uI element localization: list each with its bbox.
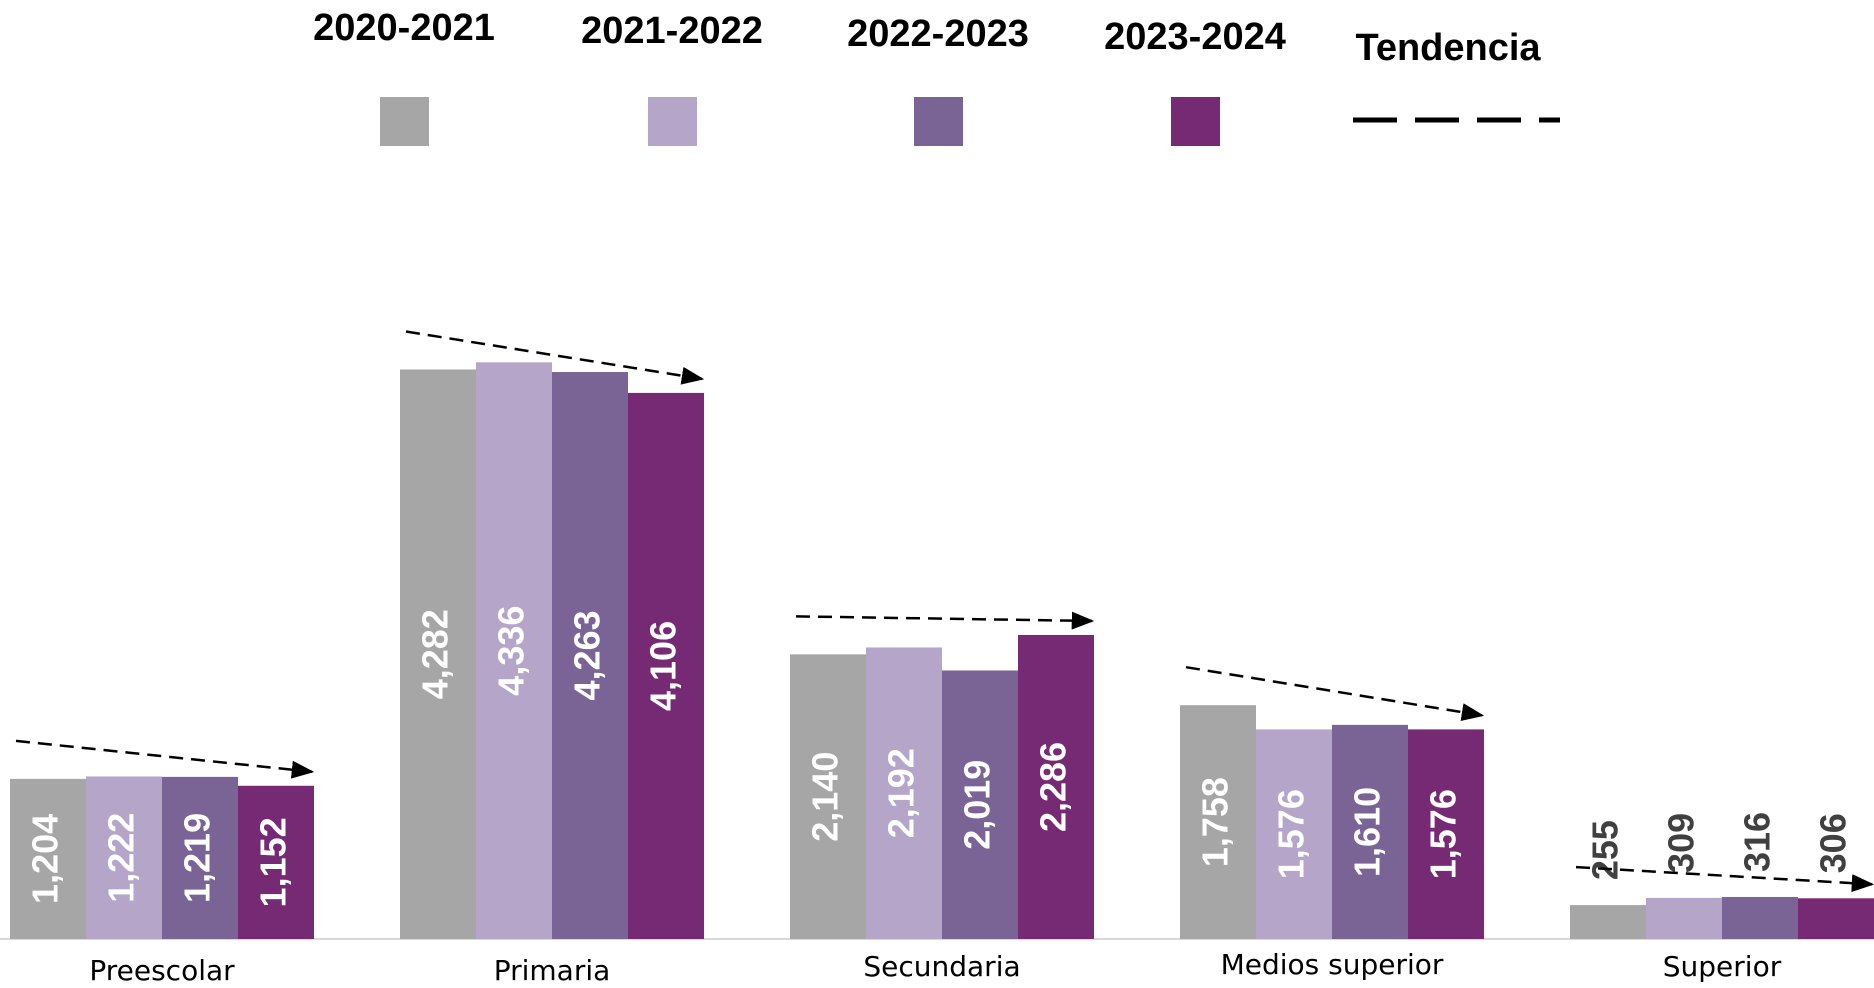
legend-swatch [914, 97, 963, 146]
bar [10, 778, 86, 939]
trend-arrow [15, 739, 315, 779]
legend-swatch [1171, 97, 1220, 146]
data-label: 4,106 [643, 621, 684, 711]
data-label: 1,576 [1423, 789, 1464, 879]
data-label: 316 [1737, 812, 1778, 872]
bar [1018, 634, 1094, 939]
legend-label: 2022-2023 [847, 13, 1029, 55]
bar [552, 372, 628, 939]
data-label: 306 [1813, 813, 1854, 873]
data-label: 2,192 [881, 748, 922, 838]
bar [400, 369, 476, 939]
bar [1408, 729, 1484, 939]
trend-arrow [795, 611, 1095, 630]
legend-swatch [380, 97, 429, 146]
data-label: 1,576 [1271, 789, 1312, 879]
trend-arrow [1575, 865, 1874, 893]
data-label: 1,152 [253, 817, 294, 907]
bar [1722, 896, 1798, 939]
data-label: 4,336 [491, 606, 532, 696]
bar [942, 670, 1018, 939]
bar [866, 647, 942, 939]
legend-swatch [648, 97, 697, 146]
bar [1570, 905, 1646, 939]
data-label: 255 [1585, 820, 1626, 880]
bar [790, 654, 866, 939]
bar [238, 785, 314, 939]
legend-label: 2023-2024 [1104, 16, 1286, 58]
x-tick-label: Secundaria [863, 950, 1020, 983]
data-label: 1,758 [1195, 777, 1236, 867]
data-label: 1,222 [101, 813, 142, 903]
legend-label: 2020-2021 [313, 7, 495, 49]
bar [1180, 705, 1256, 939]
bar [628, 392, 704, 940]
bar [86, 776, 162, 939]
x-tick-label: Medios superior [1221, 948, 1444, 981]
data-label: 4,282 [415, 609, 456, 699]
data-label: 1,204 [25, 814, 66, 904]
data-label: 2,019 [957, 760, 998, 850]
data-label: 1,610 [1347, 787, 1388, 877]
bar [162, 776, 238, 939]
data-label: 1,219 [177, 813, 218, 903]
bar [1798, 898, 1874, 939]
legend-label: 2021-2022 [581, 10, 763, 52]
data-label: 2,140 [805, 752, 846, 842]
bar [1332, 724, 1408, 939]
data-label: 4,263 [567, 610, 608, 700]
trend-arrow [405, 330, 705, 385]
data-label: 2,286 [1033, 742, 1074, 832]
bar [476, 362, 552, 939]
x-tick-label: Primaria [494, 954, 611, 987]
trend-arrow [1185, 665, 1485, 722]
data-label: 309 [1661, 813, 1702, 873]
bar [1256, 729, 1332, 939]
legend-label: Tendencia [1355, 27, 1541, 69]
x-tick-label: Preescolar [89, 954, 235, 987]
x-tick-label: Superior [1663, 950, 1782, 983]
bar [1646, 897, 1722, 939]
